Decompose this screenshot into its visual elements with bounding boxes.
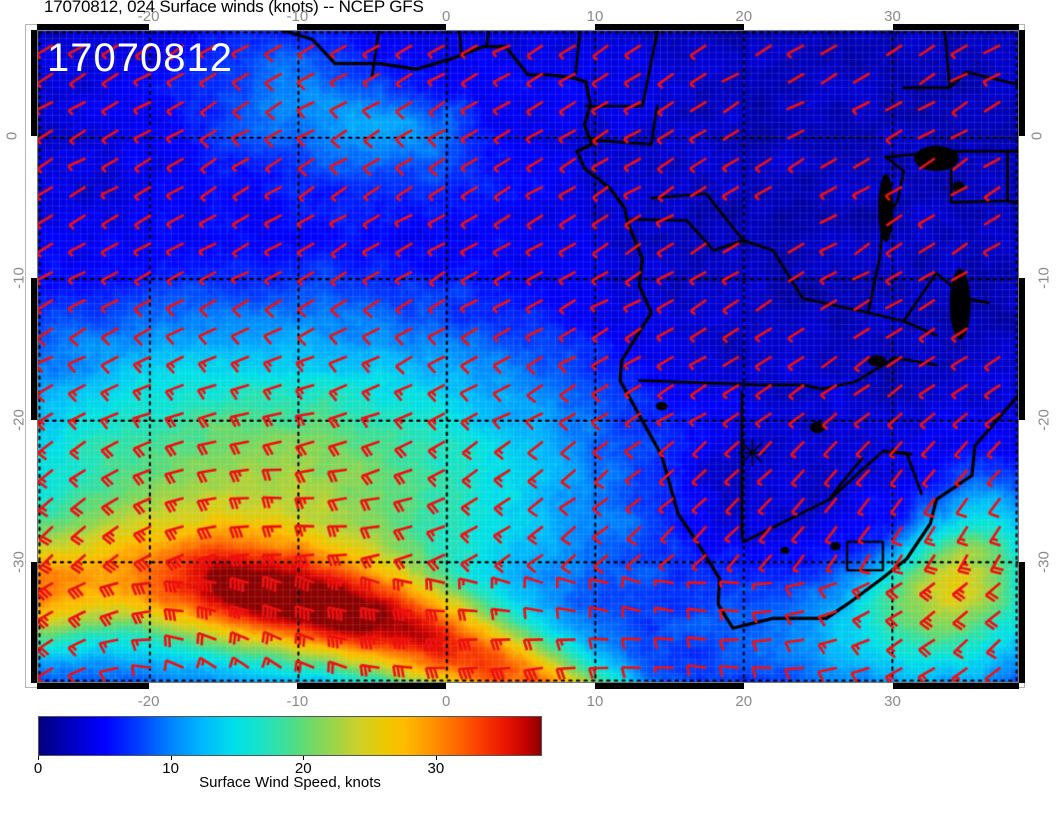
colorbar-tick [170,756,172,760]
colorbar [38,716,542,756]
y-axis-tick-bar-left [31,562,37,683]
x-axis-tick-bar-bottom [446,683,595,689]
colorbar-tick [303,756,305,760]
y-axis-tick-bar-left [31,30,37,137]
y-axis-tick-bar-right [1019,278,1025,421]
x-axis-tick-bar-top [892,24,1019,30]
x-axis-label-top: -10 [286,8,309,25]
x-axis-tick-bar-top [446,24,595,30]
y-axis-tick-bar-left [31,136,37,279]
x-axis-tick-bar-top [297,24,447,30]
figure-title: 17070812, 024 Surface winds (knots) -- N… [44,0,424,16]
x-axis-label-top: 0 [441,8,451,25]
y-axis-tick-bar-right [1019,420,1025,563]
x-axis-tick-bar-bottom [297,683,447,689]
y-axis-tick-bar-right [1019,30,1025,137]
x-axis-label-top: -20 [137,8,160,25]
date-stamp-overlay: 17070812 [47,36,233,80]
y-axis-tick-bar-left [31,278,37,421]
colorbar-gradient [38,716,542,756]
wind-speed-field-canvas [38,31,1018,682]
colorbar-tick-label: 10 [162,760,179,777]
colorbar-tick-label: 0 [33,760,43,777]
x-axis-label-top: 20 [735,8,753,25]
x-axis-tick-bar-bottom [594,683,744,689]
colorbar-tick [435,756,437,760]
colorbar-tick-label: 30 [427,760,445,777]
map-plot-area [37,30,1019,683]
y-axis-label-right: -10 [1035,267,1053,290]
y-axis-label-left: -30 [10,551,28,574]
y-axis-label-left: -20 [10,409,28,432]
x-axis-tick-bar-top [148,24,298,30]
x-axis-label-bottom: 10 [586,693,604,710]
colorbar-title: Surface Wind Speed, knots [199,774,381,791]
x-axis-label-top: 30 [884,8,901,25]
x-axis-tick-bar-top [37,24,149,30]
x-axis-tick-bar-bottom [37,683,149,689]
y-axis-tick-bar-right [1019,562,1025,683]
x-axis-tick-bar-top [594,24,744,30]
y-axis-label-right: 0 [1028,132,1046,141]
x-axis-label-bottom: -10 [286,693,309,710]
x-axis-label-bottom: 0 [441,693,451,710]
x-axis-label-top: 10 [586,8,604,25]
y-axis-label-left: -10 [10,267,28,290]
y-axis-label-left: 0 [3,132,21,141]
y-axis-tick-bar-right [1019,136,1025,279]
colorbar-tick [38,756,39,760]
y-axis-label-right: -30 [1035,551,1053,574]
x-axis-tick-bar-top [743,24,893,30]
colorbar-tick-label: 20 [294,760,312,777]
y-axis-tick-bar-left [31,420,37,563]
y-axis-label-right: -20 [1035,409,1053,432]
x-axis-label-bottom: 30 [884,693,901,710]
x-axis-label-bottom: 20 [735,693,753,710]
x-axis-tick-bar-bottom [148,683,298,689]
x-axis-tick-bar-bottom [743,683,893,689]
x-axis-label-bottom: -20 [137,693,160,710]
x-axis-tick-bar-bottom [892,683,1019,689]
